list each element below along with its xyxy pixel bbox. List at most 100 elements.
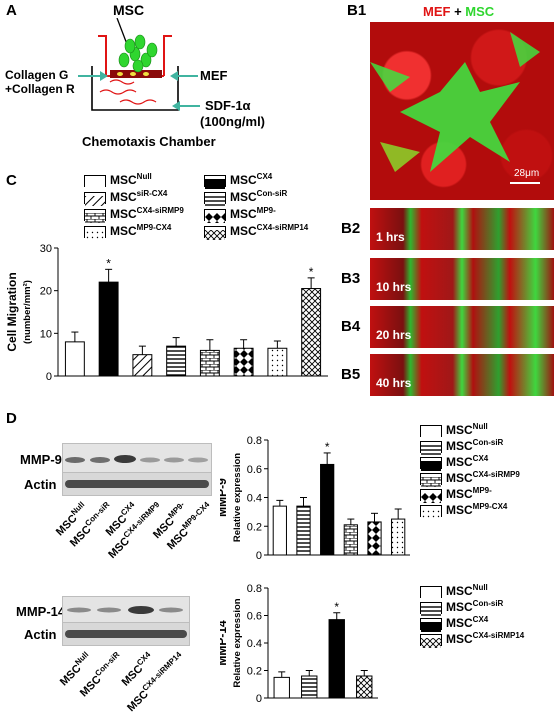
bar [272,505,287,556]
bar [391,518,406,556]
y-axis-label: MMP-9 [220,478,229,517]
legend-label: MSCCX4 [446,454,489,469]
y-axis-label: MMP-14 [220,620,229,666]
significance-marker: * [325,440,330,454]
time-label: 20 hrs [376,328,412,342]
time-label: 1 hrs [376,230,405,244]
bar [343,524,358,556]
collagen-r-label: +Collagen R [5,82,75,96]
legend-swatch [420,505,442,519]
legend-label: MSCNull [110,172,152,187]
y-tick-label: 0 [256,693,262,705]
y-tick-label: 0.8 [247,583,262,595]
y-tick-label: 0.6 [247,611,262,623]
legend-swatch [84,192,106,206]
legend-label: MSCCon-siR [446,438,504,453]
y-axis-sublabel: (number/mm²) [22,280,33,344]
legend-swatch [420,634,442,648]
bar [301,675,318,699]
mmp9-chart: 0 0.2 0.4 0.6 0.8 MMP-9 Relative expression * [220,435,410,562]
legend-label: MSCCon-siR [446,599,504,614]
sdf-arrow-icon [172,101,200,111]
legend-label: MSCCX4 [446,615,489,630]
chamber-caption: Chemotaxis Chamber [82,134,216,149]
legend-label: MSCMP9- [230,206,276,221]
chemotaxis-chamber-diagram [91,18,179,111]
legend-swatch [420,457,442,471]
migration-chart: 0 10 20 30 Cell Migration (number/mm²) * * [5,243,328,383]
collagen-arrow-icon [78,71,108,81]
legend-label: MSCMP9-CX4 [110,223,172,238]
actin-band-label-1: Actin [24,477,57,492]
legend-swatch [204,192,226,206]
legend-label: MSCCX4-siRMP14 [230,223,309,238]
y-tick-label: 20 [40,286,52,298]
y-tick-label: 0.4 [247,638,262,650]
mmp9-blot [62,443,212,473]
y-axis-label: Cell Migration [5,272,19,351]
legend-label: MSCCX4-siRMP14 [446,631,525,646]
mmp14-chart: 0 0.2 0.4 0.6 0.8 MMP-14 Relative expression * [220,583,378,705]
legend-label: MSCCX4 [230,172,273,187]
legend-swatch [84,226,106,240]
actin-bands-2 [65,630,187,638]
panel-label-b5: B5 [341,366,361,383]
bar [199,349,220,377]
y-tick-label: 0.4 [247,493,262,505]
y-tick-label: 0.8 [247,435,262,447]
mmp14-bands [67,606,183,614]
plus-label: + [450,4,466,19]
y-axis-sublabel: Relative expression [232,453,243,542]
micrograph-b2: 1 hrs [370,208,554,250]
panel-label-b1: B1 [347,2,367,19]
y-tick-label: 10 [40,328,52,340]
actin-blot-1 [62,472,212,496]
bar [132,354,153,377]
panel-label-a: A [6,2,17,19]
significance-marker: * [334,600,339,614]
panel-label-b3: B3 [341,270,361,287]
bar [166,345,187,377]
panel-label-c: C [6,172,17,189]
legend-swatch [204,209,226,223]
sdf-concentration: (100ng/ml) [200,114,266,129]
y-tick-label: 0.2 [247,521,262,533]
bar [233,347,254,377]
legend-label: MSCNull [446,422,488,437]
y-tick-label: 30 [40,243,52,255]
mef-stain-label: MEF [423,4,451,19]
collagen-g-label: Collagen G [5,68,69,82]
mmp14-band-label: MMP-14 [16,604,66,619]
y-tick-label: 0 [46,371,52,383]
y-tick-label: 0.6 [247,464,262,476]
legend-label: MSCCon-siR [230,189,288,204]
bar [98,281,119,377]
legend-swatch [420,586,442,600]
legend-swatch [204,226,226,240]
legend-swatch [420,618,442,632]
legend-label: MSCNull [446,583,488,598]
significance-marker: * [106,256,111,270]
msc-cells-overlay [370,32,540,172]
panel-label-d: D [6,410,17,427]
legend-label: MSCMP9-CX4 [446,502,508,517]
legend-swatch [84,175,106,189]
actin-band-label-2: Actin [24,627,57,642]
legend-label: MSCCX4-siRMP9 [110,206,184,221]
sdf-label: SDF-1α [205,98,251,113]
legend-d1: MSCNull MSCCon-siR MSCCX4 MSCCX4-siRMP9 MSCM… [420,422,558,522]
panel-label-b4: B4 [341,318,361,335]
legend-label: MSCCX4-siRMP9 [446,470,520,485]
y-tick-label: 0.2 [247,666,262,678]
legend-swatch [204,175,226,189]
actin-bands-1 [65,480,209,488]
bar [64,341,85,377]
bar [320,463,335,556]
mef-arrow-icon [170,71,198,81]
msc-stain-label: MSC [465,4,495,19]
legend-c: MSCNull MSCCX4 MSCsiR-CX4 MSCCon-siR MSCCX4-… [84,172,344,242]
legend-swatch [420,489,442,503]
bar [273,676,290,699]
legend-swatch [420,441,442,455]
legend-d2: MSCNull MSCCon-siR MSCCX4 MSCCX4-siRMP14 [420,583,558,653]
